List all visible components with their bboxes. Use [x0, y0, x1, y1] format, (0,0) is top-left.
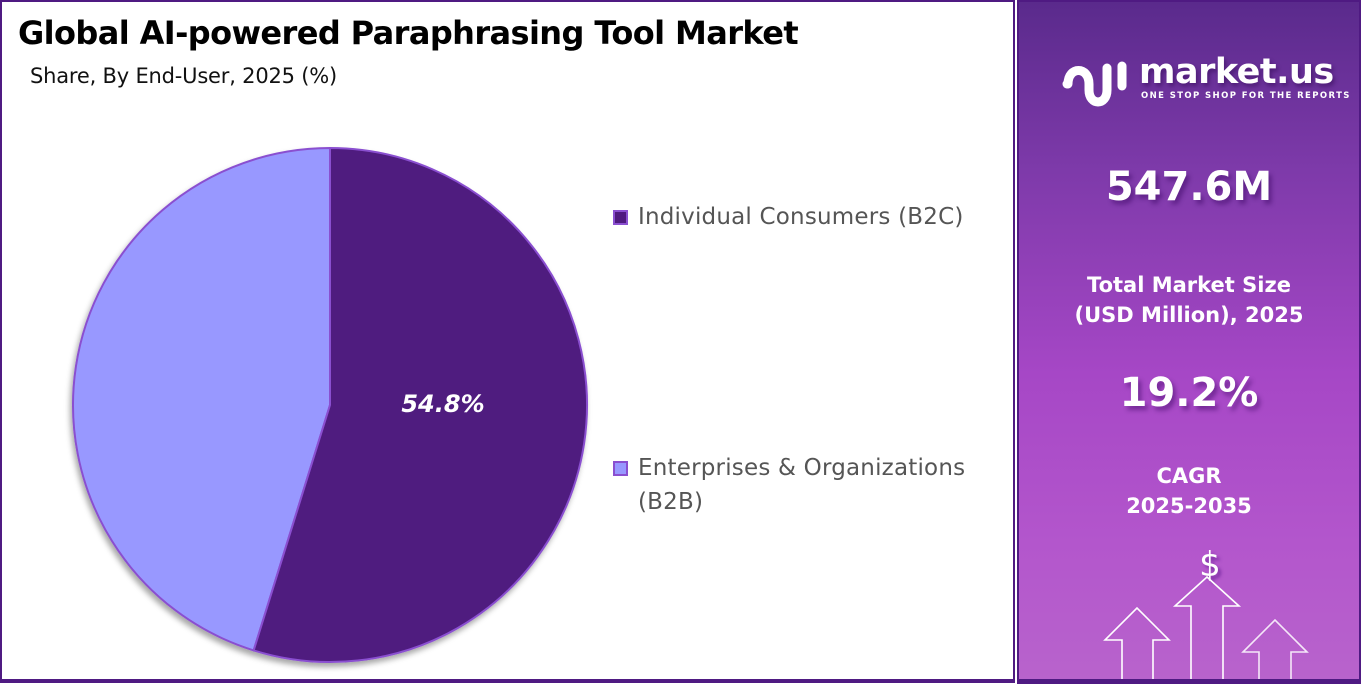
cagr-label-line1: CAGR [1156, 464, 1222, 488]
legend-swatch-b2b [613, 461, 628, 476]
market-us-logo-icon [1062, 61, 1127, 107]
legend-swatch-b2c [613, 210, 628, 225]
chart-panel: Global AI-powered Paraphrasing Tool Mark… [0, 0, 1015, 683]
arrow-right-icon [1241, 618, 1309, 679]
summary-sidebar: market.us ONE STOP SHOP FOR THE REPORTS … [1017, 0, 1361, 684]
legend-item-b2c[interactable]: Individual Consumers (B2C) [613, 200, 1003, 234]
legend-label-b2b-line1: Enterprises & Organizations [638, 455, 966, 481]
brand-logo[interactable]: market.us ONE STOP SHOP FOR THE REPORTS [1059, 52, 1349, 112]
chart-title: Global AI-powered Paraphrasing Tool Mark… [18, 14, 799, 52]
legend-label-b2c: Individual Consumers (B2C) [638, 204, 964, 230]
slice-label-b2c: 54.8% [401, 390, 484, 418]
market-size-value: 547.6M [1105, 164, 1273, 210]
pie-slice-b2b[interactable] [72, 146, 331, 652]
chart-subtitle: Share, By End-User, 2025 (%) [30, 64, 338, 88]
dollar-icon: $ [1199, 545, 1221, 585]
market-size-label-line2: (USD Million), 2025 [1074, 303, 1304, 327]
pie-chart: 54.8% [72, 146, 588, 663]
cagr-label-line2: 2025-2035 [1126, 494, 1252, 518]
cagr-value: 19.2% [1119, 370, 1259, 416]
pie-slice-b2c[interactable] [252, 146, 588, 663]
arrow-middle-icon [1172, 575, 1242, 679]
brand-name: market.us [1139, 52, 1334, 92]
legend-item-b2b[interactable]: Enterprises & Organizations (B2B) [613, 451, 1003, 519]
brand-tagline: ONE STOP SHOP FOR THE REPORTS [1141, 91, 1351, 101]
market-size-label: Total Market Size (USD Million), 2025 [1019, 270, 1359, 330]
arrow-left-icon [1103, 606, 1171, 679]
legend-label-b2b-line2: (B2B) [638, 489, 704, 515]
market-size-label-line1: Total Market Size [1087, 273, 1291, 297]
cagr-label: CAGR 2025-2035 [1019, 461, 1359, 521]
growth-arrows-icon [1103, 575, 1309, 679]
legend-label-b2b: Enterprises & Organizations (B2B) [638, 451, 965, 519]
